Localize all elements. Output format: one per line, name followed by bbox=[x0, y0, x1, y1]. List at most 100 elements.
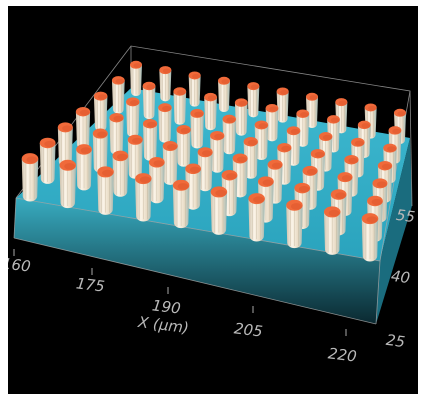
pillar-striations bbox=[145, 88, 153, 118]
pillar-top bbox=[197, 147, 213, 158]
pillar-top-shade bbox=[361, 123, 371, 129]
pillar-top bbox=[127, 134, 143, 145]
pillar-top-shade bbox=[306, 168, 317, 175]
pillar-top-shade bbox=[180, 127, 191, 134]
pillar-striations bbox=[96, 99, 105, 130]
pillar-top bbox=[323, 206, 341, 218]
pillar-top bbox=[159, 66, 172, 75]
y-tick-label: 40 bbox=[389, 266, 412, 288]
pillar-top bbox=[130, 60, 142, 69]
pillar-top-shade bbox=[341, 175, 352, 182]
pillar-striations bbox=[96, 136, 105, 171]
pillar-top-shade bbox=[139, 176, 151, 183]
pillar-top-shade bbox=[322, 134, 332, 141]
pillar-top-shade bbox=[338, 100, 347, 106]
pillar-striations bbox=[250, 89, 257, 116]
pillar-top bbox=[302, 165, 318, 176]
pillar-striations bbox=[146, 126, 154, 159]
pillar bbox=[210, 186, 228, 235]
pillar bbox=[112, 150, 129, 197]
pillar bbox=[148, 157, 165, 204]
pillar-top bbox=[222, 114, 237, 124]
pillar bbox=[248, 193, 265, 242]
pillar bbox=[173, 87, 187, 125]
pillar-top bbox=[296, 109, 310, 119]
pillar-top bbox=[76, 144, 92, 155]
pillar-top bbox=[286, 199, 303, 211]
pillar bbox=[197, 147, 213, 192]
pillar-top-shade bbox=[238, 100, 248, 107]
pillar-striations bbox=[179, 132, 188, 165]
pillar-top-shade bbox=[392, 128, 401, 134]
pillar-top bbox=[267, 159, 283, 170]
pillar-top bbox=[210, 186, 228, 198]
pillar-top bbox=[142, 81, 156, 91]
pillar-top bbox=[243, 136, 258, 147]
x-axis-ticks bbox=[13, 249, 347, 336]
pillar-top-shade bbox=[328, 209, 340, 217]
pillar-top bbox=[173, 87, 187, 96]
pillar-top bbox=[135, 173, 152, 185]
pillar-striations bbox=[176, 188, 186, 226]
pillar-top bbox=[377, 160, 393, 171]
pillar-striations bbox=[191, 78, 198, 106]
pillar-striations bbox=[213, 138, 222, 171]
pillar-top-shade bbox=[371, 198, 383, 206]
surface-render bbox=[13, 45, 413, 336]
pillar-top-shade bbox=[62, 125, 73, 132]
pillar-top-shade bbox=[309, 95, 318, 100]
pillar-striations bbox=[138, 181, 148, 220]
pillar-top bbox=[185, 163, 202, 174]
x-tick-label: 205 bbox=[233, 319, 264, 341]
pillar-top bbox=[234, 98, 248, 107]
pillar-top-shade bbox=[102, 169, 114, 177]
pillar-top bbox=[75, 106, 91, 117]
pillar-top bbox=[218, 76, 230, 85]
pillar-top bbox=[367, 195, 383, 207]
pillar-top-shade bbox=[226, 173, 237, 180]
pillar-top bbox=[335, 98, 348, 107]
pillar-striations bbox=[101, 174, 110, 213]
pillar-top bbox=[286, 126, 301, 136]
x-tick-label: 175 bbox=[75, 274, 106, 296]
pillar-top-shade bbox=[376, 181, 387, 188]
pillar-top bbox=[344, 154, 359, 165]
pillar-top-shade bbox=[314, 151, 325, 158]
pillar-striations bbox=[257, 127, 266, 159]
pillar-striations bbox=[220, 83, 228, 111]
pillar-striations bbox=[61, 130, 70, 165]
pillar bbox=[172, 179, 190, 229]
pillar bbox=[190, 108, 204, 149]
pillar-striations bbox=[252, 201, 262, 240]
pillar bbox=[93, 91, 108, 132]
pillar bbox=[276, 87, 289, 123]
pillar bbox=[176, 124, 191, 167]
pillar-striations bbox=[114, 83, 122, 112]
pillar bbox=[159, 66, 172, 102]
pillar bbox=[218, 76, 230, 112]
pillar-striations bbox=[112, 120, 121, 153]
pillar-top bbox=[190, 108, 204, 118]
pillar-top-shade bbox=[201, 150, 212, 157]
pillar-top bbox=[276, 87, 289, 96]
pillar bbox=[254, 120, 269, 161]
pillar-top bbox=[294, 182, 311, 194]
pillar bbox=[127, 134, 143, 179]
pillar bbox=[135, 173, 152, 222]
pillar bbox=[265, 103, 279, 142]
pillar-striations bbox=[79, 152, 89, 189]
pillar bbox=[59, 159, 77, 209]
pillar-top-shade bbox=[80, 147, 92, 154]
surface-3d-viewer[interactable]: 160 175 190 205 220 X (µm) 25 40 55 bbox=[8, 6, 418, 394]
pillar-top bbox=[330, 189, 347, 200]
pillar-top bbox=[93, 91, 108, 101]
pillar-top bbox=[372, 178, 388, 189]
pillar-top bbox=[97, 166, 114, 178]
pillar-top-shade bbox=[290, 203, 302, 210]
pillar-top-shade bbox=[271, 162, 282, 169]
pillar bbox=[142, 118, 158, 161]
pillar-striations bbox=[152, 165, 162, 202]
pillar-top-shade bbox=[298, 185, 310, 193]
pillar-striations bbox=[176, 94, 184, 123]
pillar-top-shade bbox=[269, 106, 278, 112]
